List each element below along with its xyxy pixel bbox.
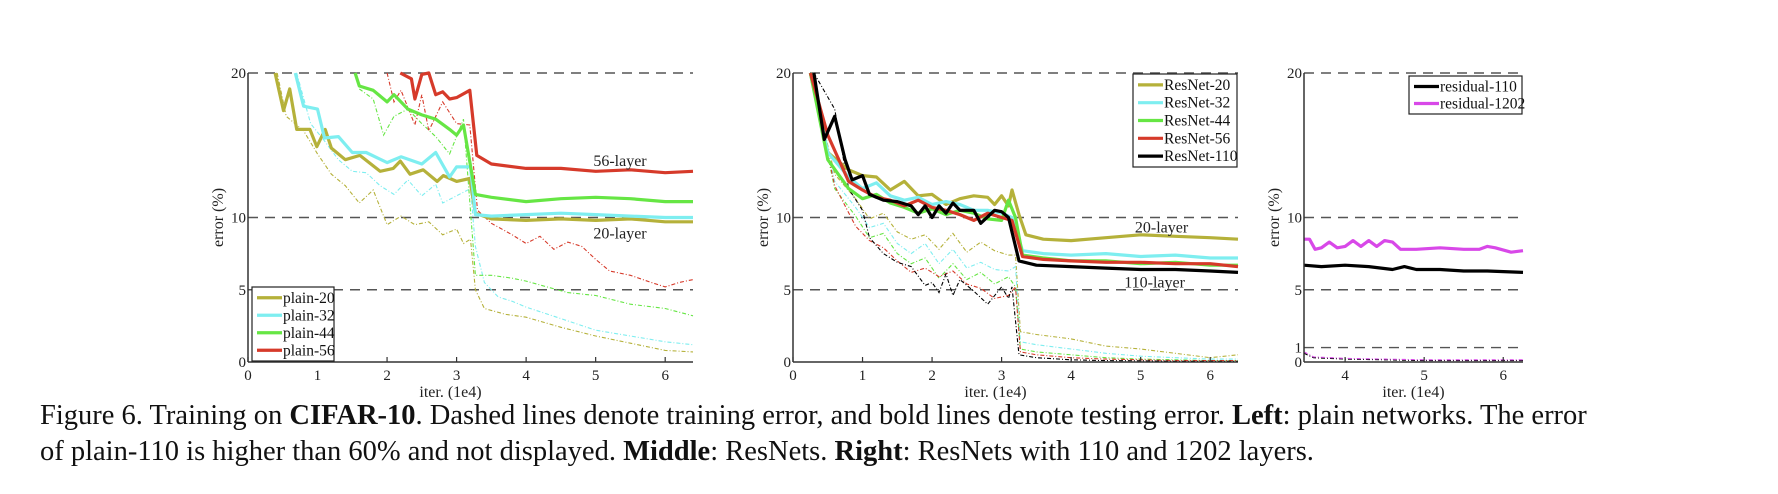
train-line-ResNet-56: [809, 72, 1238, 362]
series-annotation: 20-layer: [1135, 220, 1189, 237]
legend-label: ResNet-44: [1164, 113, 1231, 130]
caption-line-2: of plain-110 is higher than 60% and not …: [40, 434, 1587, 470]
caption-text: of plain-110 is higher than 60% and not …: [40, 436, 624, 467]
caption-text: . Dashed lines denote training error, an…: [415, 400, 1232, 431]
train-line-ResNet-44: [809, 72, 1238, 362]
test-line-plain-44: [353, 72, 693, 204]
chart-panel-right: 4 5 6 01 5 10 20 iter. (1e4) error (%) residual-1…: [1266, 66, 1525, 400]
y-tick-label: 20: [1287, 66, 1302, 82]
series-annotation: 110-layer: [1124, 275, 1185, 292]
train-line-ResNet-110: [813, 72, 1238, 362]
x-tick-label: 1: [859, 368, 867, 384]
caption-text: : plain networks. The error: [1282, 400, 1587, 431]
y-tick-label: 20: [231, 66, 246, 82]
test-line-plain-32: [293, 72, 693, 220]
caption-text: Figure 6. Training on: [40, 400, 290, 431]
train-line-ResNet-20: [809, 72, 1239, 359]
x-tick-label: 6: [1499, 368, 1507, 384]
legend-label: ResNet-56: [1164, 130, 1231, 147]
y-axis-label: error (%): [755, 188, 772, 247]
test-line-residual-1202: [1304, 237, 1524, 254]
y-tick-label: 5: [1295, 283, 1303, 299]
x-tick-label: 5: [592, 368, 600, 384]
y-tick-label: 0: [1295, 355, 1303, 371]
x-tick-label: 5: [1137, 368, 1145, 384]
legend-label: plain-44: [283, 325, 335, 342]
caption-line-1: Figure 6. Training on CIFAR-10. Dashed l…: [40, 398, 1587, 434]
chart-panel-middle: 0 1 2 3 4 5 6 0 5 10 20 iter. (1e4) error (%) 20-laye…: [755, 66, 1239, 400]
x-axis-label: iter. (1e4): [419, 384, 481, 400]
y-axis-label: error (%): [210, 188, 227, 247]
caption-bold-right: Right: [834, 436, 903, 467]
y-tick-label: 10: [231, 211, 246, 227]
x-tick-label: 4: [522, 368, 530, 384]
caption-text: : ResNets with 110 and 1202 layers.: [902, 436, 1314, 467]
train-line-residual-1202: [1303, 351, 1523, 361]
legend-label: ResNet-110: [1164, 148, 1238, 165]
x-tick-label: 6: [661, 368, 669, 384]
legend-label: ResNet-32: [1164, 95, 1230, 112]
train-line-plain-32: [296, 72, 694, 346]
y-tick-label: 20: [776, 66, 791, 82]
x-axis-label: iter. (1e4): [1382, 384, 1444, 400]
train-line-plain-44: [358, 88, 694, 317]
x-tick-label: 4: [1341, 368, 1349, 384]
legend: ResNet-20ResNet-32ResNet-44ResNet-56ResN…: [1132, 73, 1238, 168]
train-line-ResNet-32: [809, 72, 1238, 360]
legend-label: residual-1202: [1440, 96, 1525, 113]
test-line-plain-20: [273, 72, 693, 224]
y-tick-label: 0: [784, 355, 792, 371]
caption-text: : ResNets.: [710, 436, 835, 467]
test-line-residual-110: [1303, 263, 1524, 274]
train-line-plain-20: [276, 72, 694, 353]
x-tick-label: 3: [998, 368, 1006, 384]
caption-bold-middle: Middle: [623, 436, 711, 467]
test-line-plain-56: [399, 71, 694, 175]
series-annotation: 20-layer: [593, 225, 647, 242]
x-tick-label: 5: [1420, 368, 1428, 384]
legend-label: ResNet-20: [1164, 77, 1231, 94]
test-line-ResNet-110: [812, 72, 1239, 274]
caption-bold-left: Left: [1231, 400, 1283, 431]
legend-label: plain-32: [283, 307, 335, 324]
legend-label: plain-56: [283, 342, 335, 359]
train-line-residual-110: [1303, 352, 1523, 362]
x-tick-label: 1: [314, 368, 322, 384]
legend-box: [1132, 73, 1238, 168]
y-tick-label: 10: [776, 211, 791, 227]
x-tick-label: 3: [453, 368, 461, 384]
y-tick-label: 5: [784, 283, 792, 299]
x-tick-label: 2: [928, 368, 936, 384]
x-tick-label: 0: [789, 368, 797, 384]
figure-caption: Figure 6. Training on CIFAR-10. Dashed l…: [40, 398, 1587, 470]
y-tick-label: 5: [239, 283, 247, 299]
test-line-ResNet-20: [808, 72, 1239, 243]
y-axis-label: error (%): [1266, 188, 1283, 247]
legend-box: [1408, 75, 1523, 115]
series-annotation: 56-layer: [593, 153, 647, 170]
y-tick-label: 1: [1295, 341, 1303, 357]
x-tick-label: 2: [383, 368, 391, 384]
x-tick-label: 6: [1206, 368, 1214, 384]
y-tick-label: 10: [1287, 211, 1302, 227]
x-axis-label: iter. (1e4): [964, 384, 1026, 400]
x-tick-label: 0: [244, 368, 252, 384]
x-tick-label: 4: [1067, 368, 1075, 384]
caption-bold-dataset: CIFAR-10: [289, 400, 416, 431]
legend-label: residual-110: [1440, 79, 1517, 96]
legend-label: plain-20: [283, 290, 335, 307]
chart-panel-left: 0 1 2 3 4 5 6 0 5 10 20 iter. (1e4) error (%) 56-laye…: [210, 66, 694, 400]
y-tick-label: 0: [239, 355, 247, 371]
